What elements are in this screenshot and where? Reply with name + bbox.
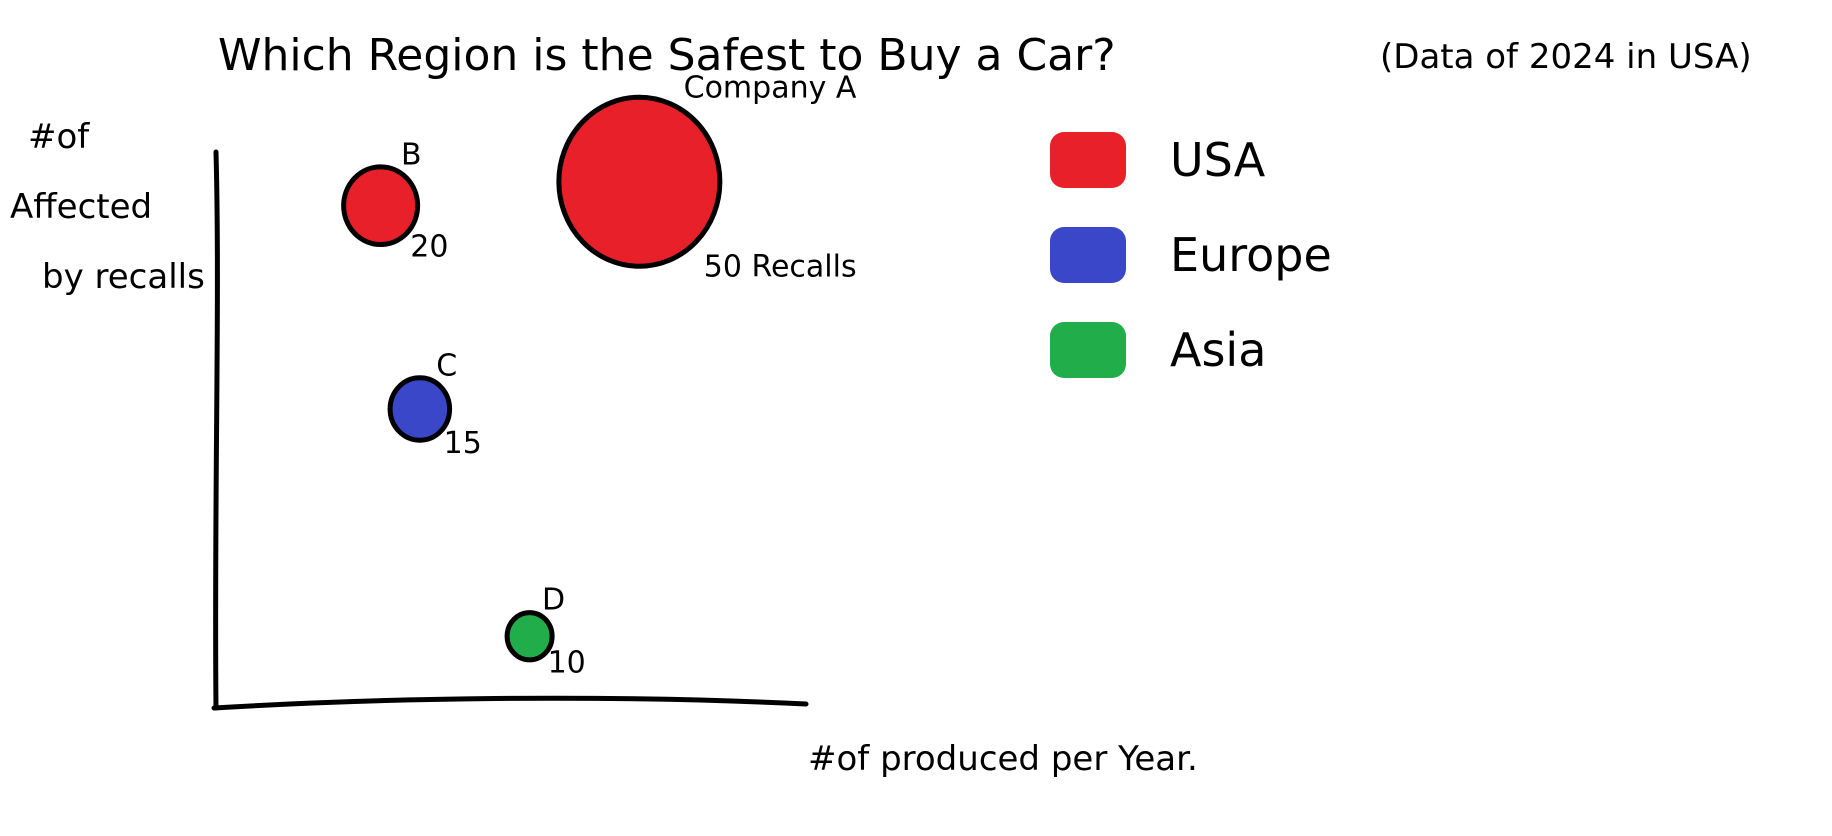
y-axis-label-line-1: #of [28,117,90,157]
bubble-recalls-company-a: 50 Recalls [704,249,857,284]
y-axis-label-line-2: Affected [10,187,152,227]
y-axis-label-line-3: by recalls [42,257,205,297]
x-axis-line [211,695,809,711]
bubble-name-company-a: Company A [684,70,857,105]
legend-label-asia: Asia [1170,323,1266,377]
chart-subtitle: (Data of 2024 in USA) [1380,37,1752,77]
legend-label-europe: Europe [1170,228,1332,282]
bubble-layer: Company A 50 Recalls B 20 C 15 D 10 [341,70,857,681]
legend-label-usa: USA [1170,133,1266,187]
bubble-d [504,610,555,663]
y-axis-line [213,149,220,711]
bubble-b [341,164,421,248]
bubble-name-c: C [436,348,457,383]
x-axis-label: #of produced per Year. [808,739,1198,779]
bubble-c [387,375,453,443]
bubble-recalls-d: 10 [548,646,586,681]
bubble-recalls-c: 15 [444,426,482,461]
bubble-recalls-b: 20 [410,230,448,265]
bubble-name-b: B [401,138,422,173]
legend-swatch-asia [1050,322,1126,378]
bubble-name-d: D [542,583,565,618]
chart-title: Which Region is the Safest to Buy a Car? [218,30,1116,81]
bubble-company-a [556,94,723,269]
legend-swatch-europe [1050,227,1126,283]
legend: USA Europe Asia [1050,132,1332,378]
legend-swatch-usa [1050,132,1126,188]
